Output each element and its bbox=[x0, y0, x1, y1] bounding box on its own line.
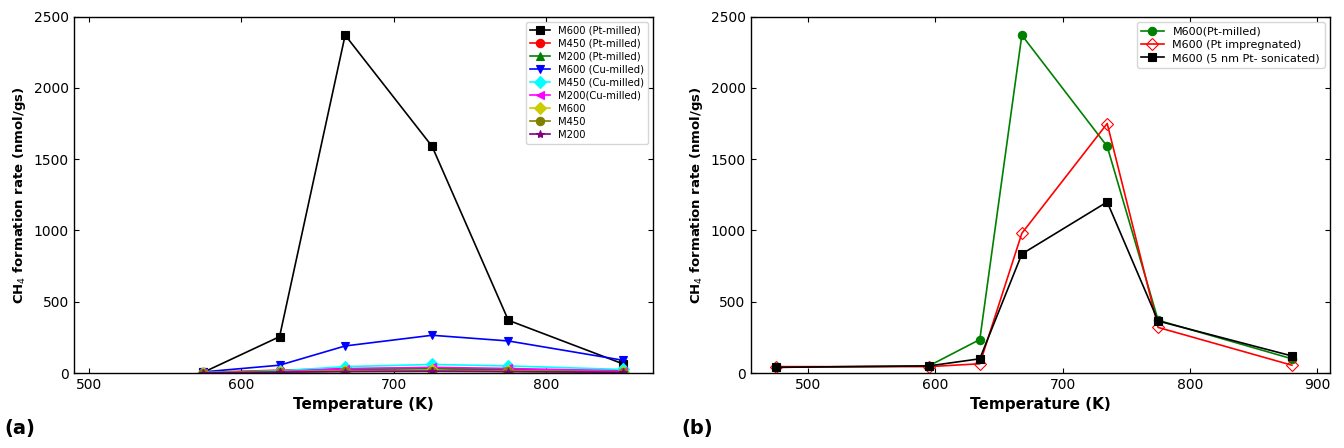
M450 bbox=[337, 369, 353, 374]
M200 (Pt-milled) bbox=[423, 366, 439, 371]
Line: M600 (5 nm Pt- sonicated): M600 (5 nm Pt- sonicated) bbox=[771, 198, 1296, 371]
M450 (Pt-milled) bbox=[195, 370, 211, 375]
M200 bbox=[614, 370, 630, 375]
Line: M450 (Pt-milled): M450 (Pt-milled) bbox=[199, 364, 626, 376]
Line: M600 (Cu-milled): M600 (Cu-milled) bbox=[199, 331, 626, 376]
Line: M600 (Pt impregnated): M600 (Pt impregnated) bbox=[771, 119, 1296, 371]
Text: (b): (b) bbox=[681, 419, 712, 439]
M200(Cu-milled) bbox=[614, 368, 630, 374]
M200(Cu-milled) bbox=[195, 370, 211, 375]
M450 bbox=[271, 369, 288, 375]
M600 (Cu-milled) bbox=[614, 358, 630, 363]
Y-axis label: CH$_4$ formation rate (nmol/gs): CH$_4$ formation rate (nmol/gs) bbox=[11, 86, 28, 304]
M600(Pt-milled) bbox=[767, 365, 784, 370]
M600 (5 nm Pt- sonicated) bbox=[1013, 251, 1030, 257]
M600 bbox=[423, 368, 439, 373]
Legend: M600(Pt-milled), M600 (Pt impregnated), M600 (5 nm Pt- sonicated): M600(Pt-milled), M600 (Pt impregnated), … bbox=[1137, 22, 1325, 68]
M450 (Cu-milled) bbox=[500, 363, 516, 369]
M200 (Pt-milled) bbox=[271, 368, 288, 374]
M600 (Pt-milled) bbox=[423, 144, 439, 149]
M450 (Cu-milled) bbox=[614, 367, 630, 372]
M600 (Cu-milled) bbox=[337, 343, 353, 349]
M600 (Cu-milled) bbox=[423, 332, 439, 338]
M600 bbox=[614, 369, 630, 375]
M600 (5 nm Pt- sonicated) bbox=[767, 365, 784, 370]
Text: (a): (a) bbox=[4, 419, 35, 439]
M450 (Cu-milled) bbox=[271, 368, 288, 374]
M600 (5 nm Pt- sonicated) bbox=[921, 363, 937, 369]
M450 bbox=[500, 369, 516, 374]
M450 (Pt-milled) bbox=[423, 366, 439, 371]
Line: M200 (Pt-milled): M200 (Pt-milled) bbox=[199, 365, 626, 377]
X-axis label: Temperature (K): Temperature (K) bbox=[970, 397, 1110, 413]
M200 (Pt-milled) bbox=[195, 370, 211, 375]
M450 (Cu-milled) bbox=[423, 362, 439, 367]
M200(Cu-milled) bbox=[337, 366, 353, 371]
M600 (Pt-milled) bbox=[614, 361, 630, 366]
M600 (Pt-milled) bbox=[195, 370, 211, 375]
M200 (Pt-milled) bbox=[614, 369, 630, 374]
M450 bbox=[423, 368, 439, 374]
M600 (Cu-milled) bbox=[500, 338, 516, 344]
Y-axis label: CH$_4$ formation rate (nmol/gs): CH$_4$ formation rate (nmol/gs) bbox=[688, 86, 706, 304]
M200 bbox=[337, 369, 353, 375]
M600 (Pt-milled) bbox=[337, 32, 353, 38]
M600(Pt-milled) bbox=[921, 363, 937, 369]
M600 (Pt impregnated) bbox=[1284, 362, 1300, 368]
Line: M600(Pt-milled): M600(Pt-milled) bbox=[771, 31, 1296, 371]
M600 (Pt impregnated) bbox=[972, 361, 988, 366]
M200 bbox=[423, 369, 439, 374]
M450 (Pt-milled) bbox=[500, 367, 516, 372]
Line: M450 (Cu-milled): M450 (Cu-milled) bbox=[199, 360, 626, 377]
M600 (Pt impregnated) bbox=[1099, 121, 1116, 126]
M450 (Pt-milled) bbox=[271, 367, 288, 373]
M600(Pt-milled) bbox=[1150, 318, 1167, 323]
M200 (Pt-milled) bbox=[337, 367, 353, 372]
Line: M450: M450 bbox=[199, 366, 626, 377]
M600 (Pt-milled) bbox=[271, 334, 288, 340]
M200(Cu-milled) bbox=[500, 366, 516, 371]
M600 (5 nm Pt- sonicated) bbox=[1099, 199, 1116, 205]
M600 (Cu-milled) bbox=[271, 362, 288, 368]
M600 (Pt-milled) bbox=[500, 318, 516, 323]
M600 (5 nm Pt- sonicated) bbox=[1284, 353, 1300, 358]
M600 (Pt impregnated) bbox=[767, 364, 784, 369]
M200 (Pt-milled) bbox=[500, 367, 516, 373]
M450 (Pt-milled) bbox=[337, 366, 353, 371]
M450 (Cu-milled) bbox=[337, 364, 353, 369]
M600 (5 nm Pt- sonicated) bbox=[1150, 319, 1167, 324]
M450 bbox=[195, 370, 211, 375]
M200(Cu-milled) bbox=[423, 365, 439, 370]
M600 (5 nm Pt- sonicated) bbox=[972, 356, 988, 362]
M200(Cu-milled) bbox=[271, 369, 288, 375]
Line: M600 (Pt-milled): M600 (Pt-milled) bbox=[199, 31, 626, 376]
M200 bbox=[271, 370, 288, 375]
M600 bbox=[271, 369, 288, 375]
Line: M200(Cu-milled): M200(Cu-milled) bbox=[199, 363, 626, 377]
Legend: M600 (Pt-milled), M450 (Pt-milled), M200 (Pt-milled), M600 (Cu-milled), M450 (Cu: M600 (Pt-milled), M450 (Pt-milled), M200… bbox=[527, 22, 648, 144]
X-axis label: Temperature (K): Temperature (K) bbox=[293, 397, 434, 413]
M450 (Cu-milled) bbox=[195, 370, 211, 375]
M200 bbox=[195, 370, 211, 375]
M600 (Cu-milled) bbox=[195, 369, 211, 375]
M600 (Pt impregnated) bbox=[921, 364, 937, 369]
M600(Pt-milled) bbox=[1284, 356, 1300, 362]
M600 bbox=[195, 370, 211, 375]
Line: M600: M600 bbox=[199, 366, 626, 377]
M600 (Pt impregnated) bbox=[1150, 325, 1167, 330]
M600(Pt-milled) bbox=[1099, 144, 1116, 149]
M200 bbox=[500, 369, 516, 375]
M600(Pt-milled) bbox=[1013, 32, 1030, 38]
M450 bbox=[614, 369, 630, 375]
M450 (Pt-milled) bbox=[614, 368, 630, 374]
Line: M200: M200 bbox=[199, 367, 626, 377]
M600 bbox=[337, 368, 353, 374]
M600 (Pt impregnated) bbox=[1013, 231, 1030, 236]
M600(Pt-milled) bbox=[972, 337, 988, 342]
M600 bbox=[500, 368, 516, 374]
